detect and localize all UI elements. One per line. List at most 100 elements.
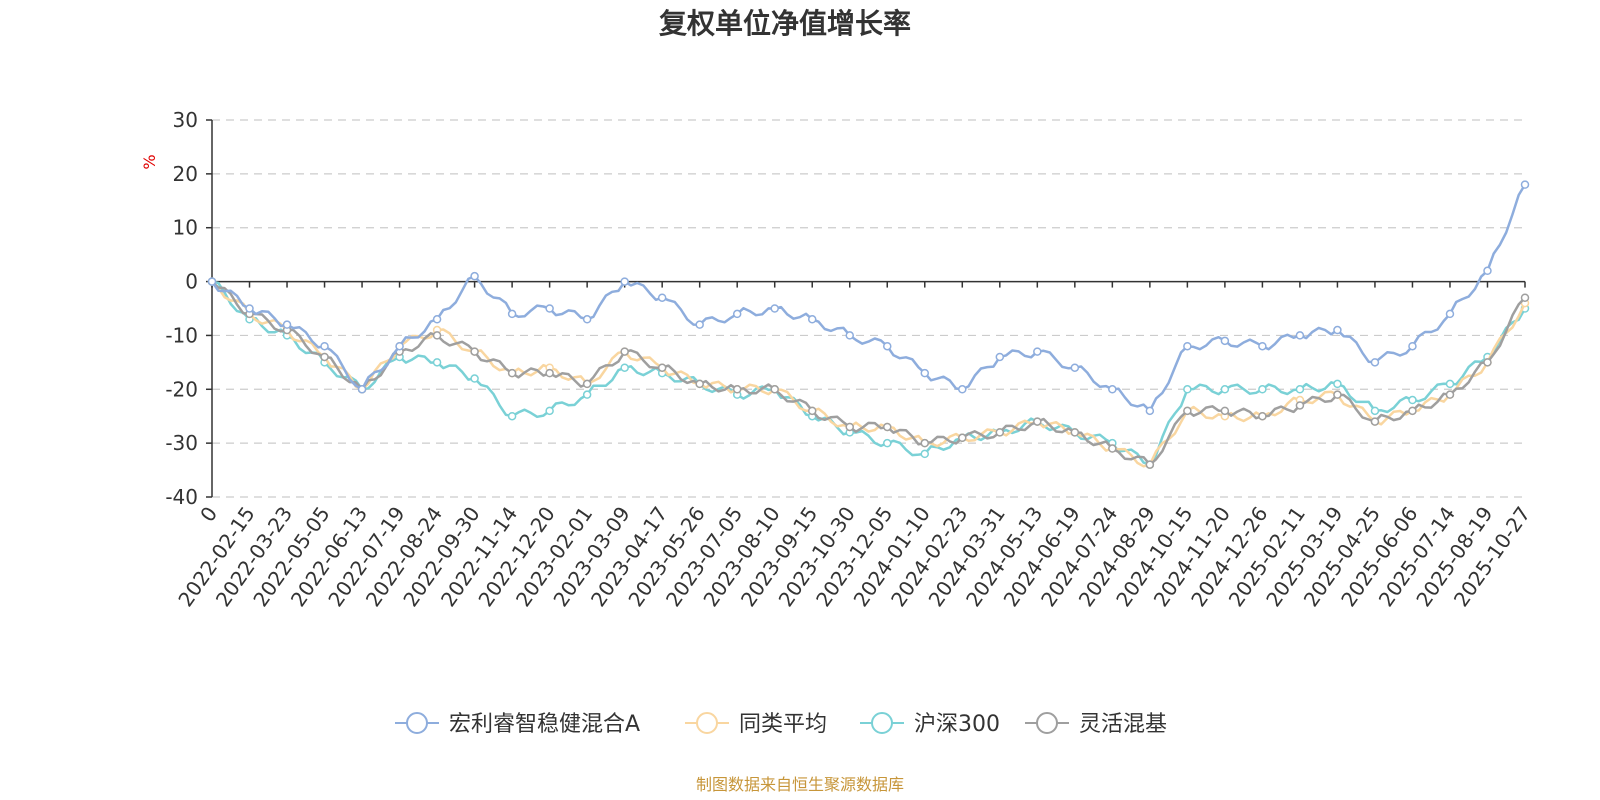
data-point	[1108, 444, 1117, 453]
legend-item-0[interactable]: 宏利睿智稳健混合A	[395, 712, 640, 737]
data-point	[1370, 358, 1380, 367]
data-point	[1220, 336, 1230, 346]
data-point	[245, 304, 254, 313]
data-point	[1333, 379, 1342, 389]
data-point	[582, 315, 592, 324]
data-point	[432, 315, 442, 324]
data-point	[1145, 406, 1155, 416]
data-point	[807, 315, 817, 324]
data-point	[1220, 385, 1230, 394]
data-point	[845, 422, 854, 432]
data-point	[1370, 406, 1380, 416]
data-point	[507, 309, 517, 319]
series-group	[207, 180, 1530, 469]
legend-item-3[interactable]: 灵活混基	[1025, 712, 1167, 737]
legend-label: 沪深300	[914, 712, 1000, 737]
data-point	[320, 352, 329, 362]
data-point	[1333, 325, 1342, 335]
data-point	[1483, 266, 1492, 276]
data-point	[1145, 460, 1155, 469]
data-point	[582, 379, 592, 389]
data-point	[545, 304, 554, 313]
data-point	[1070, 428, 1080, 437]
data-point	[995, 428, 1005, 437]
gridlines	[212, 119, 1525, 498]
data-point	[282, 320, 292, 329]
data-point	[883, 438, 892, 448]
y-tick-label: 30	[173, 108, 198, 132]
legend-marker-icon	[406, 712, 428, 734]
y-tick-label: 20	[173, 162, 198, 186]
data-point	[958, 433, 967, 443]
data-point	[432, 358, 442, 367]
data-point	[1220, 406, 1230, 416]
data-point	[1445, 309, 1455, 319]
data-point	[620, 363, 629, 372]
data-point	[1520, 293, 1530, 302]
x-axis: 02022-02-152022-03-232022-05-052022-06-1…	[173, 280, 1535, 611]
legend-item-1[interactable]: 同类平均	[685, 712, 827, 737]
data-point	[1258, 385, 1267, 394]
data-point	[920, 449, 930, 459]
chart-title: 复权单位净值增长率	[659, 7, 911, 40]
data-point	[995, 352, 1005, 362]
data-point	[1408, 395, 1417, 405]
series-line	[210, 183, 1527, 413]
data-point	[1183, 406, 1192, 416]
data-point	[695, 379, 704, 389]
y-tick-label: -40	[165, 485, 198, 509]
y-tick-label: -10	[165, 323, 198, 347]
y-tick-label: -30	[165, 431, 198, 455]
data-point	[320, 341, 329, 351]
x-tick-label: 0	[195, 502, 222, 526]
data-point	[582, 390, 592, 399]
data-point	[1258, 341, 1267, 351]
data-point	[507, 368, 517, 378]
series-1	[207, 277, 1530, 469]
legend-label: 同类平均	[739, 712, 827, 737]
data-point	[958, 385, 967, 394]
data-point	[395, 341, 404, 351]
series-0	[207, 180, 1530, 416]
data-point	[432, 331, 442, 340]
data-point	[657, 293, 667, 302]
data-point	[770, 385, 779, 394]
legend-label: 宏利睿智稳健混合A	[449, 712, 640, 737]
data-point	[732, 385, 742, 394]
source-note: 制图数据来自恒生聚源数据库	[696, 775, 904, 794]
data-point	[807, 406, 817, 416]
data-point	[1520, 180, 1530, 189]
data-point	[1295, 385, 1305, 394]
data-point	[1445, 390, 1455, 399]
data-point	[357, 385, 367, 394]
data-point	[1295, 401, 1305, 410]
data-point	[1483, 358, 1492, 367]
data-point	[883, 341, 892, 351]
data-point	[1070, 363, 1080, 372]
data-point	[470, 347, 479, 356]
data-point	[1333, 390, 1342, 399]
data-point	[545, 406, 554, 416]
data-point	[883, 422, 892, 432]
legend-label: 灵活混基	[1079, 712, 1167, 737]
data-point	[470, 374, 479, 383]
series-2	[207, 277, 1530, 469]
data-point	[1445, 379, 1455, 389]
legend-marker-icon	[1036, 712, 1058, 734]
data-point	[620, 277, 629, 286]
legend-item-2[interactable]: 沪深300	[860, 712, 1000, 737]
legend-marker-icon	[696, 712, 718, 734]
data-point	[920, 368, 930, 378]
data-point	[507, 411, 517, 421]
data-point	[620, 347, 629, 356]
data-point	[1108, 385, 1117, 394]
series-line	[211, 280, 1527, 466]
y-tick-label: -20	[165, 377, 198, 401]
data-point	[1408, 341, 1417, 351]
data-point	[545, 368, 554, 378]
series-3	[207, 277, 1530, 469]
data-point	[470, 271, 479, 281]
data-point	[770, 304, 779, 313]
data-point	[732, 309, 742, 319]
